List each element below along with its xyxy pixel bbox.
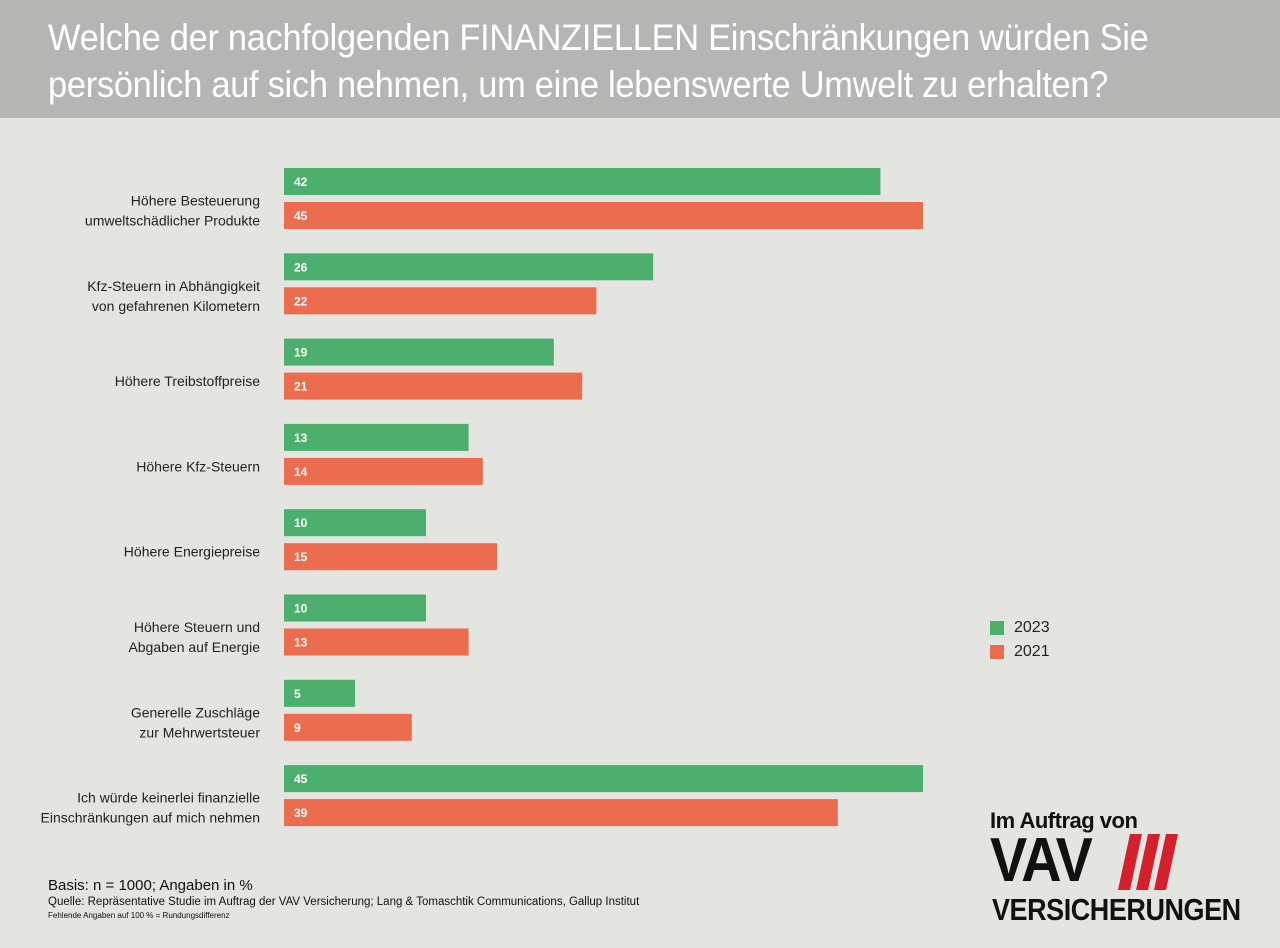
data-label-2021: 14 — [294, 465, 308, 479]
data-label-2023: 10 — [294, 602, 308, 616]
data-label-2021: 9 — [294, 721, 301, 735]
bar-2023 — [284, 253, 654, 281]
category-label: Kfz-Steuern in Abhängigkeit von gefahrene… — [87, 278, 260, 314]
chart-title: Welche der nachfolgenden FINANZIELLEN Ei… — [48, 17, 1149, 105]
logo-vav-text: VAV — [990, 826, 1093, 895]
bar-2021 — [284, 543, 497, 571]
bar-2023 — [284, 509, 426, 537]
rounding-note: Fehlende Angaben auf 100 % = Rundungsdif… — [48, 911, 230, 920]
data-label-2021: 22 — [294, 294, 308, 308]
legend-item-2021: 2021 — [990, 640, 1050, 664]
bar-2021 — [284, 628, 469, 656]
data-label-2021: 13 — [294, 636, 308, 650]
data-label-2023: 10 — [294, 516, 308, 530]
data-label-2023: 26 — [294, 260, 308, 274]
category-label: Generelle Zuschläge zur Mehrwertsteuer — [131, 704, 261, 740]
data-label-2021: 39 — [294, 806, 308, 820]
category-label: Höhere Treibstoffpreise — [115, 373, 260, 389]
category-label: Ich würde keinerlei finanzielle Einschrän… — [41, 790, 261, 826]
bar-2021 — [284, 799, 838, 827]
logo-commission-text: Im Auftrag von — [990, 808, 1138, 833]
bar-2021 — [284, 457, 483, 485]
legend-swatch-2021 — [990, 645, 1004, 659]
bar-2021 — [284, 287, 597, 315]
logo-slashes-icon — [1118, 834, 1178, 890]
data-label-2023: 13 — [294, 431, 308, 445]
data-label-2023: 5 — [294, 687, 301, 701]
basis-note: Basis: n = 1000; Angaben in % — [48, 877, 253, 894]
bar-2021 — [284, 372, 583, 400]
category-label: Höhere Steuern und Abgaben auf Energie — [128, 619, 260, 655]
category-label: Höhere Kfz-Steuern — [136, 458, 260, 474]
footer-notes: Basis: n = 1000; Angaben in % Quelle: Re… — [48, 877, 639, 922]
chart-legend: 2023 2021 — [990, 616, 1050, 664]
data-label-2021: 21 — [294, 380, 308, 394]
vav-logo: Im Auftrag von VAV VERSICHERUNGEN — [990, 808, 1260, 928]
legend-label-2023: 2023 — [1014, 619, 1050, 636]
category-label: Höhere Besteuerung umweltschädlicher Prod… — [85, 193, 260, 229]
legend-label-2021: 2021 — [1014, 643, 1050, 660]
bar-2023 — [284, 338, 554, 366]
title-banner: Welche der nachfolgenden FINANZIELLEN Ei… — [0, 0, 1280, 118]
bar-2023 — [284, 168, 881, 195]
legend-item-2023: 2023 — [990, 616, 1050, 640]
source-note: Quelle: Repräsentative Studie im Auftrag… — [48, 896, 640, 908]
bar-2021 — [284, 202, 923, 229]
bar-2023 — [284, 679, 355, 707]
data-label-2023: 45 — [294, 772, 308, 786]
bar-2021 — [284, 713, 412, 741]
data-label-2021: 45 — [294, 209, 308, 223]
bar-2023 — [284, 765, 923, 793]
legend-swatch-2023 — [990, 621, 1004, 635]
data-label-2023: 19 — [294, 346, 308, 360]
logo-versicherungen-text: VERSICHERUNGEN — [992, 892, 1241, 927]
data-label-2021: 15 — [294, 550, 308, 564]
bar-2023 — [284, 594, 426, 622]
bar-2023 — [284, 423, 469, 451]
category-label: Höhere Energiepreise — [124, 544, 260, 560]
data-label-2023: 42 — [294, 175, 308, 189]
